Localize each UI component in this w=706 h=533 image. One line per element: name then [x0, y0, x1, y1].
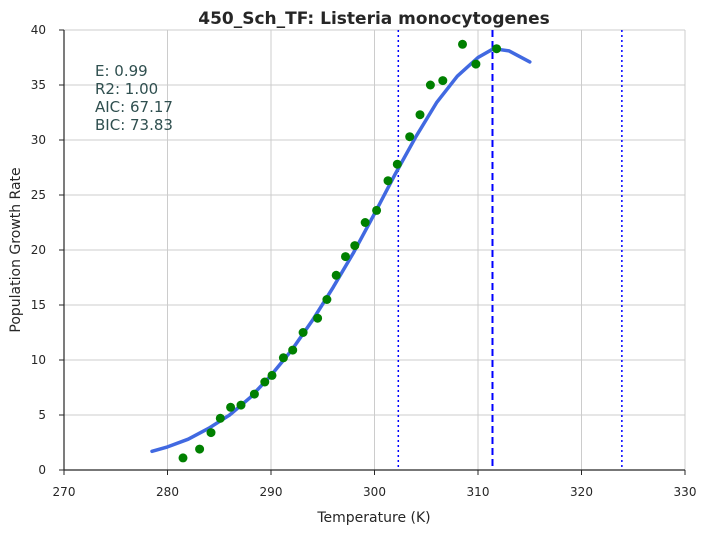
data-point	[322, 295, 332, 304]
y-tick-label: 35	[31, 78, 46, 92]
data-point	[267, 370, 277, 380]
data-point	[350, 241, 360, 251]
chart-title: 450_Sch_TF: Listeria monocytogenes	[198, 9, 550, 29]
x-tick-label: 310	[467, 485, 490, 499]
data-point	[298, 328, 308, 337]
stat-r2: R2: 1.00	[95, 80, 158, 98]
data-point	[341, 252, 350, 262]
stat-e: E: 0.99	[95, 62, 148, 80]
y-tick-label: 10	[31, 353, 46, 367]
data-point	[288, 345, 298, 355]
y-tick-label: 25	[31, 188, 46, 202]
data-point	[236, 400, 246, 410]
data-points	[178, 39, 502, 463]
data-point	[392, 159, 402, 169]
y-tick-label: 0	[38, 463, 46, 477]
data-point	[458, 39, 467, 49]
x-axis-label: Temperature (K)	[316, 510, 430, 526]
x-tick-label: 270	[53, 485, 76, 499]
x-tick-label: 300	[363, 485, 386, 499]
data-point	[425, 80, 435, 90]
data-point	[438, 76, 448, 86]
y-tick-label: 15	[31, 298, 46, 312]
y-tick-label: 5	[38, 408, 46, 422]
y-tick-label: 30	[31, 133, 46, 147]
data-point	[206, 428, 216, 438]
y-axis-label: Population Growth Rate	[8, 167, 24, 332]
data-point	[372, 205, 382, 215]
stat-aic: AIC: 67.17	[95, 98, 173, 116]
data-point	[249, 389, 259, 399]
y-tick-label: 40	[31, 23, 46, 37]
data-point	[415, 110, 425, 120]
data-point	[492, 44, 502, 54]
x-tick-label: 290	[260, 485, 283, 499]
stat-bic: BIC: 73.83	[95, 116, 173, 134]
data-point	[178, 453, 188, 463]
x-tick-label: 330	[674, 485, 697, 499]
x-tick-label: 280	[156, 485, 179, 499]
data-point	[331, 270, 341, 280]
data-point	[260, 377, 270, 387]
data-point	[360, 218, 370, 227]
reference-lines	[397, 30, 623, 470]
data-point	[383, 176, 393, 186]
data-point	[471, 59, 481, 69]
stats-box: E: 0.99 R2: 1.00 AIC: 67.17 BIC: 73.83	[95, 62, 173, 134]
data-point	[195, 444, 205, 454]
data-point	[313, 313, 323, 323]
data-point	[226, 402, 236, 412]
x-tick-label: 320	[570, 485, 593, 499]
data-point	[215, 413, 225, 423]
data-point	[405, 132, 415, 142]
y-tick-label: 20	[31, 243, 46, 257]
y-tick-labels: 0 5 10 15 20 25 30 35 40	[31, 23, 64, 477]
x-tick-labels: 270 280 290 300 310 320 330	[53, 470, 697, 499]
data-point	[278, 353, 288, 363]
